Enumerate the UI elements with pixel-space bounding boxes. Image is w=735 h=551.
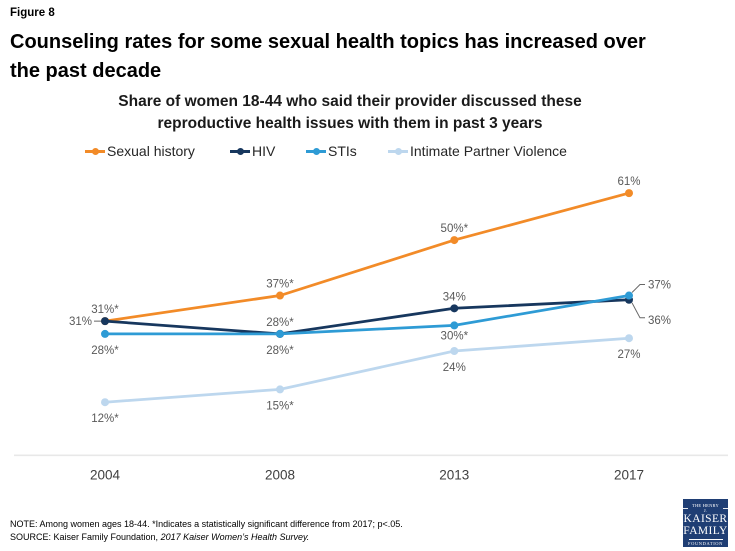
data-label: 31% — [69, 316, 92, 328]
series-sexual-history: 31%* 37%* 50%* 61% — [91, 176, 641, 326]
chart-legend: Sexual history HIV STIs Intimate Partner Vi… — [0, 141, 735, 163]
data-label: 12%* — [91, 413, 119, 425]
series-line — [103, 191, 631, 323]
series-hiv: 31% 28%* 34% 36% — [69, 291, 671, 338]
kff-logo: THE HENRY J. KAISER FAMILY FOUNDATION — [683, 499, 728, 547]
data-label: 28%* — [91, 345, 119, 357]
legend-item-hiv: HIV — [230, 141, 275, 161]
chart-subtitle: Share of women 18-44 who said their prov… — [78, 91, 622, 135]
data-point — [625, 291, 633, 300]
legend-label: HIV — [252, 143, 276, 159]
data-label: 15%* — [266, 400, 294, 412]
data-label: 24% — [443, 362, 466, 374]
data-label: 28%* — [266, 345, 294, 357]
data-point — [276, 291, 284, 300]
data-label: 36% — [648, 315, 671, 327]
data-point — [276, 329, 284, 338]
series-stis: 28%* 28%* 30%* 37% — [91, 280, 671, 357]
page-title-line2: the past decade — [10, 60, 162, 82]
figure-number: Figure 8 — [10, 7, 55, 19]
data-point — [276, 385, 284, 394]
data-label: 34% — [443, 291, 466, 303]
kff-logo-kaiser: KAISER — [683, 513, 728, 525]
series-line — [103, 298, 631, 336]
label-leader — [631, 284, 645, 293]
legend-marker-icon — [388, 141, 408, 161]
data-point — [450, 304, 459, 313]
data-point — [101, 317, 109, 326]
data-label: 27% — [617, 349, 640, 361]
x-axis-label: 2004 — [90, 468, 121, 483]
page-title: Counseling rates for some sexual health … — [10, 28, 720, 86]
series-line — [103, 294, 631, 336]
legend-marker-icon — [306, 141, 326, 161]
legend-item-intimate-partner-violence: Intimate Partner Violence — [388, 141, 567, 161]
chart-subtitle-line2: reproductive health issues with them in … — [157, 115, 543, 132]
legend-label: Sexual history — [107, 143, 195, 159]
kff-logo-top: THE HENRY J. — [683, 503, 728, 513]
legend-label: STIs — [328, 143, 357, 159]
legend-marker-icon — [85, 141, 105, 161]
source-text: SOURCE: Kaiser Family Foundation, 2017 K… — [10, 531, 310, 542]
data-label: 30%* — [441, 330, 469, 342]
data-point — [450, 236, 459, 245]
legend-item-sexual-history: Sexual history — [85, 141, 195, 161]
footer-notes: NOTE: Among women ages 18-44. *Indicates… — [10, 518, 403, 543]
chart-subtitle-line1: Share of women 18-44 who said their prov… — [118, 93, 582, 110]
legend-marker-icon — [230, 141, 250, 161]
legend-item-stis: STIs — [306, 141, 357, 161]
note-text: NOTE: Among women ages 18-44. *Indicates… — [10, 519, 403, 529]
kff-logo-foundation: FOUNDATION — [688, 541, 723, 546]
label-leader — [631, 302, 645, 319]
x-axis-label: 2017 — [614, 468, 644, 483]
data-label: 28%* — [266, 317, 294, 329]
data-point — [450, 346, 459, 355]
data-point — [625, 189, 633, 198]
data-point — [101, 329, 109, 338]
legend-label: Intimate Partner Violence — [410, 143, 567, 159]
data-point — [450, 321, 459, 330]
kff-logo-family: FAMILY — [683, 525, 728, 537]
data-label: 37% — [648, 280, 671, 292]
series-intimate-partner-violence: 12%* 15%* 24% 27% — [91, 334, 641, 425]
x-axis-label: 2013 — [439, 468, 469, 483]
data-point — [625, 334, 633, 343]
data-label: 37%* — [266, 279, 294, 291]
data-point — [101, 398, 109, 407]
data-label: 31%* — [91, 304, 119, 316]
kff-logo-rule — [688, 538, 723, 540]
x-axis-label: 2008 — [265, 468, 295, 483]
series-line — [103, 336, 631, 404]
page-title-line1: Counseling rates for some sexual health … — [10, 31, 646, 53]
source-survey-title: 2017 Kaiser Women’s Health Survey. — [160, 531, 310, 542]
data-label: 50%* — [441, 223, 469, 235]
data-label: 61% — [617, 176, 640, 188]
